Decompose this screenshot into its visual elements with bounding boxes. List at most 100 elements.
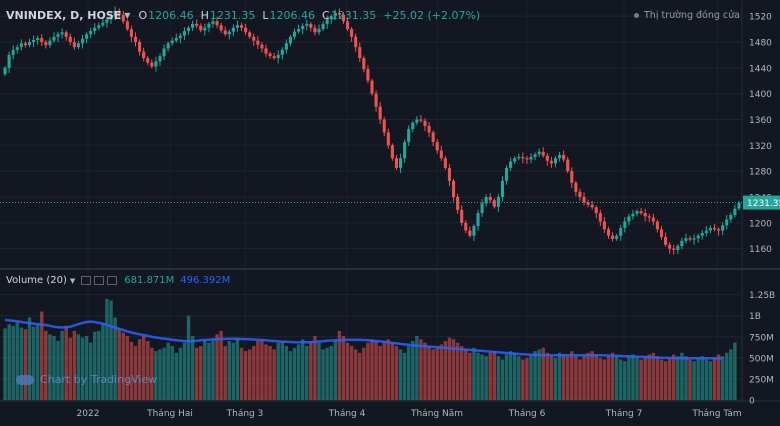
candle-body: [329, 16, 333, 20]
volume-bar: [137, 339, 142, 400]
tradingview-brand[interactable]: Chart by TradingView: [16, 373, 157, 386]
candle-body: [76, 43, 80, 48]
candle-body: [154, 61, 158, 67]
volume-tick-label: 1.25B: [749, 291, 775, 301]
volume-tick-label: 250M: [749, 375, 774, 385]
volume-bar: [570, 351, 574, 400]
candle-body: [451, 180, 456, 197]
volume-bar: [19, 327, 24, 400]
settings-icon[interactable]: [94, 276, 105, 285]
candle-body: [121, 14, 125, 22]
candle-body: [215, 21, 219, 26]
candle-body: [15, 47, 19, 50]
candle-body: [199, 25, 203, 31]
volume-bar: [614, 356, 619, 400]
candle-body: [11, 49, 15, 55]
candle-body: [276, 54, 280, 59]
volume-bar: [170, 346, 174, 400]
candle-body: [89, 30, 93, 35]
candle-body: [439, 150, 443, 159]
candle-body: [105, 19, 109, 23]
candle-body: [207, 23, 211, 28]
volume-bar: [203, 341, 207, 400]
volume-bar: [219, 330, 223, 400]
candle-body: [517, 156, 521, 159]
time-tick-label: Tháng Hai: [146, 409, 193, 419]
last-price-label: 1231.35: [747, 199, 780, 209]
candle-body: [390, 145, 394, 159]
volume-bar: [553, 357, 558, 400]
candle-body: [704, 230, 708, 234]
chevron-down-icon[interactable]: ▼: [69, 276, 76, 285]
high-label: H: [200, 9, 209, 22]
candle-body: [525, 158, 529, 160]
volume-bar: [52, 335, 56, 400]
candle-body: [643, 213, 647, 217]
price-tick-label: 1360: [749, 116, 772, 126]
candle-body: [248, 32, 252, 37]
candle-body: [117, 10, 121, 15]
candle-body: [325, 19, 329, 24]
volume-bar: [3, 328, 7, 400]
eye-icon[interactable]: [81, 276, 92, 285]
volume-bar: [349, 346, 354, 400]
candle-body: [292, 31, 297, 37]
close-icon[interactable]: [107, 276, 118, 285]
candle-body: [362, 58, 366, 70]
candle-body: [456, 196, 460, 210]
volume-bar: [435, 347, 439, 400]
volume-tick-label: 500M: [749, 354, 774, 364]
candle-body: [631, 213, 635, 217]
candle-body: [36, 38, 40, 41]
volume-bar: [439, 344, 444, 400]
volume-bar: [716, 354, 721, 400]
chevron-down-icon[interactable]: ▼: [124, 11, 131, 20]
candle-body: [553, 158, 558, 164]
candle-body: [350, 29, 354, 37]
volume-bar: [154, 351, 158, 400]
volume-bar: [472, 347, 476, 400]
volume-bar: [651, 352, 656, 400]
candle-body: [570, 171, 574, 183]
price-tick-label: 1400: [749, 90, 772, 100]
brand-text: Chart by TradingView: [40, 373, 158, 386]
volume-bar: [215, 334, 219, 400]
candle-body: [545, 155, 549, 161]
candle-body: [419, 119, 423, 121]
candle-body: [435, 142, 439, 151]
volume-bar: [631, 354, 635, 400]
volume-bar: [431, 349, 435, 400]
candle-body: [305, 23, 309, 26]
candle-body: [476, 213, 480, 227]
change-value: +25.02 (+2.07%): [383, 9, 481, 22]
candle-body: [244, 27, 248, 33]
volume-bar: [598, 357, 603, 400]
candle-body: [594, 207, 598, 214]
volume-bar: [309, 341, 313, 400]
last-price-tag: [743, 195, 780, 210]
candle-body: [288, 36, 293, 44]
volume-bar: [602, 359, 607, 400]
volume-bar: [280, 341, 285, 400]
volume-bar: [574, 356, 578, 400]
market-status: Thị trường đóng cửa: [634, 10, 740, 21]
candle-body: [619, 227, 623, 236]
volume-bar: [390, 342, 395, 400]
candle-body: [313, 27, 317, 33]
candle-body: [166, 43, 170, 49]
volume-bar: [517, 356, 521, 400]
candle-body: [142, 51, 146, 59]
candle-body: [191, 23, 195, 28]
cloud-icon: [16, 374, 34, 385]
candle-body: [611, 235, 615, 239]
candle-body: [358, 47, 362, 59]
volume-bar: [561, 354, 566, 400]
volume-title[interactable]: Volume (20): [6, 275, 67, 286]
volume-bar: [635, 357, 639, 400]
volume-bar: [109, 300, 113, 400]
symbol-title[interactable]: VNINDEX, D, HOSE: [6, 9, 122, 22]
price-tick-label: 1520: [749, 13, 772, 23]
volume-bar: [117, 328, 121, 400]
volume-bar: [370, 339, 374, 400]
